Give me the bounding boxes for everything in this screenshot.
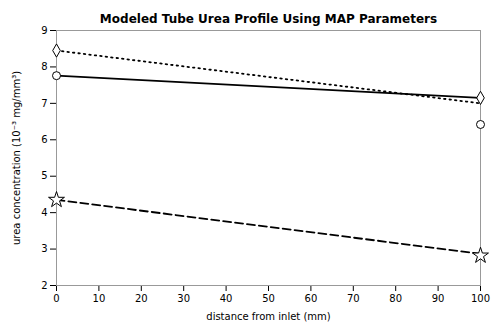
- svg-text:0: 0: [53, 293, 59, 304]
- svg-text:8: 8: [41, 61, 47, 72]
- svg-text:60: 60: [305, 293, 318, 304]
- svg-text:30: 30: [177, 293, 190, 304]
- svg-text:90: 90: [432, 293, 445, 304]
- svg-text:70: 70: [347, 293, 360, 304]
- svg-text:2: 2: [41, 280, 47, 291]
- svg-text:20: 20: [135, 293, 148, 304]
- svg-text:5: 5: [41, 170, 47, 181]
- svg-text:3: 3: [41, 243, 47, 254]
- svg-text:40: 40: [220, 293, 233, 304]
- svg-text:distance from inlet (mm): distance from inlet (mm): [206, 311, 331, 322]
- svg-text:50: 50: [262, 293, 275, 304]
- svg-text:Modeled Tube Urea Profile Usin: Modeled Tube Urea Profile Using MAP Para…: [100, 12, 437, 26]
- svg-text:7: 7: [41, 98, 47, 109]
- svg-text:4: 4: [41, 207, 47, 218]
- svg-text:10: 10: [93, 293, 106, 304]
- svg-text:80: 80: [389, 293, 402, 304]
- svg-text:6: 6: [41, 134, 47, 145]
- svg-text:urea concentration (10⁻³ mg/mm: urea concentration (10⁻³ mg/mm³): [11, 71, 22, 245]
- svg-text:9: 9: [41, 25, 47, 36]
- svg-text:100: 100: [471, 293, 490, 304]
